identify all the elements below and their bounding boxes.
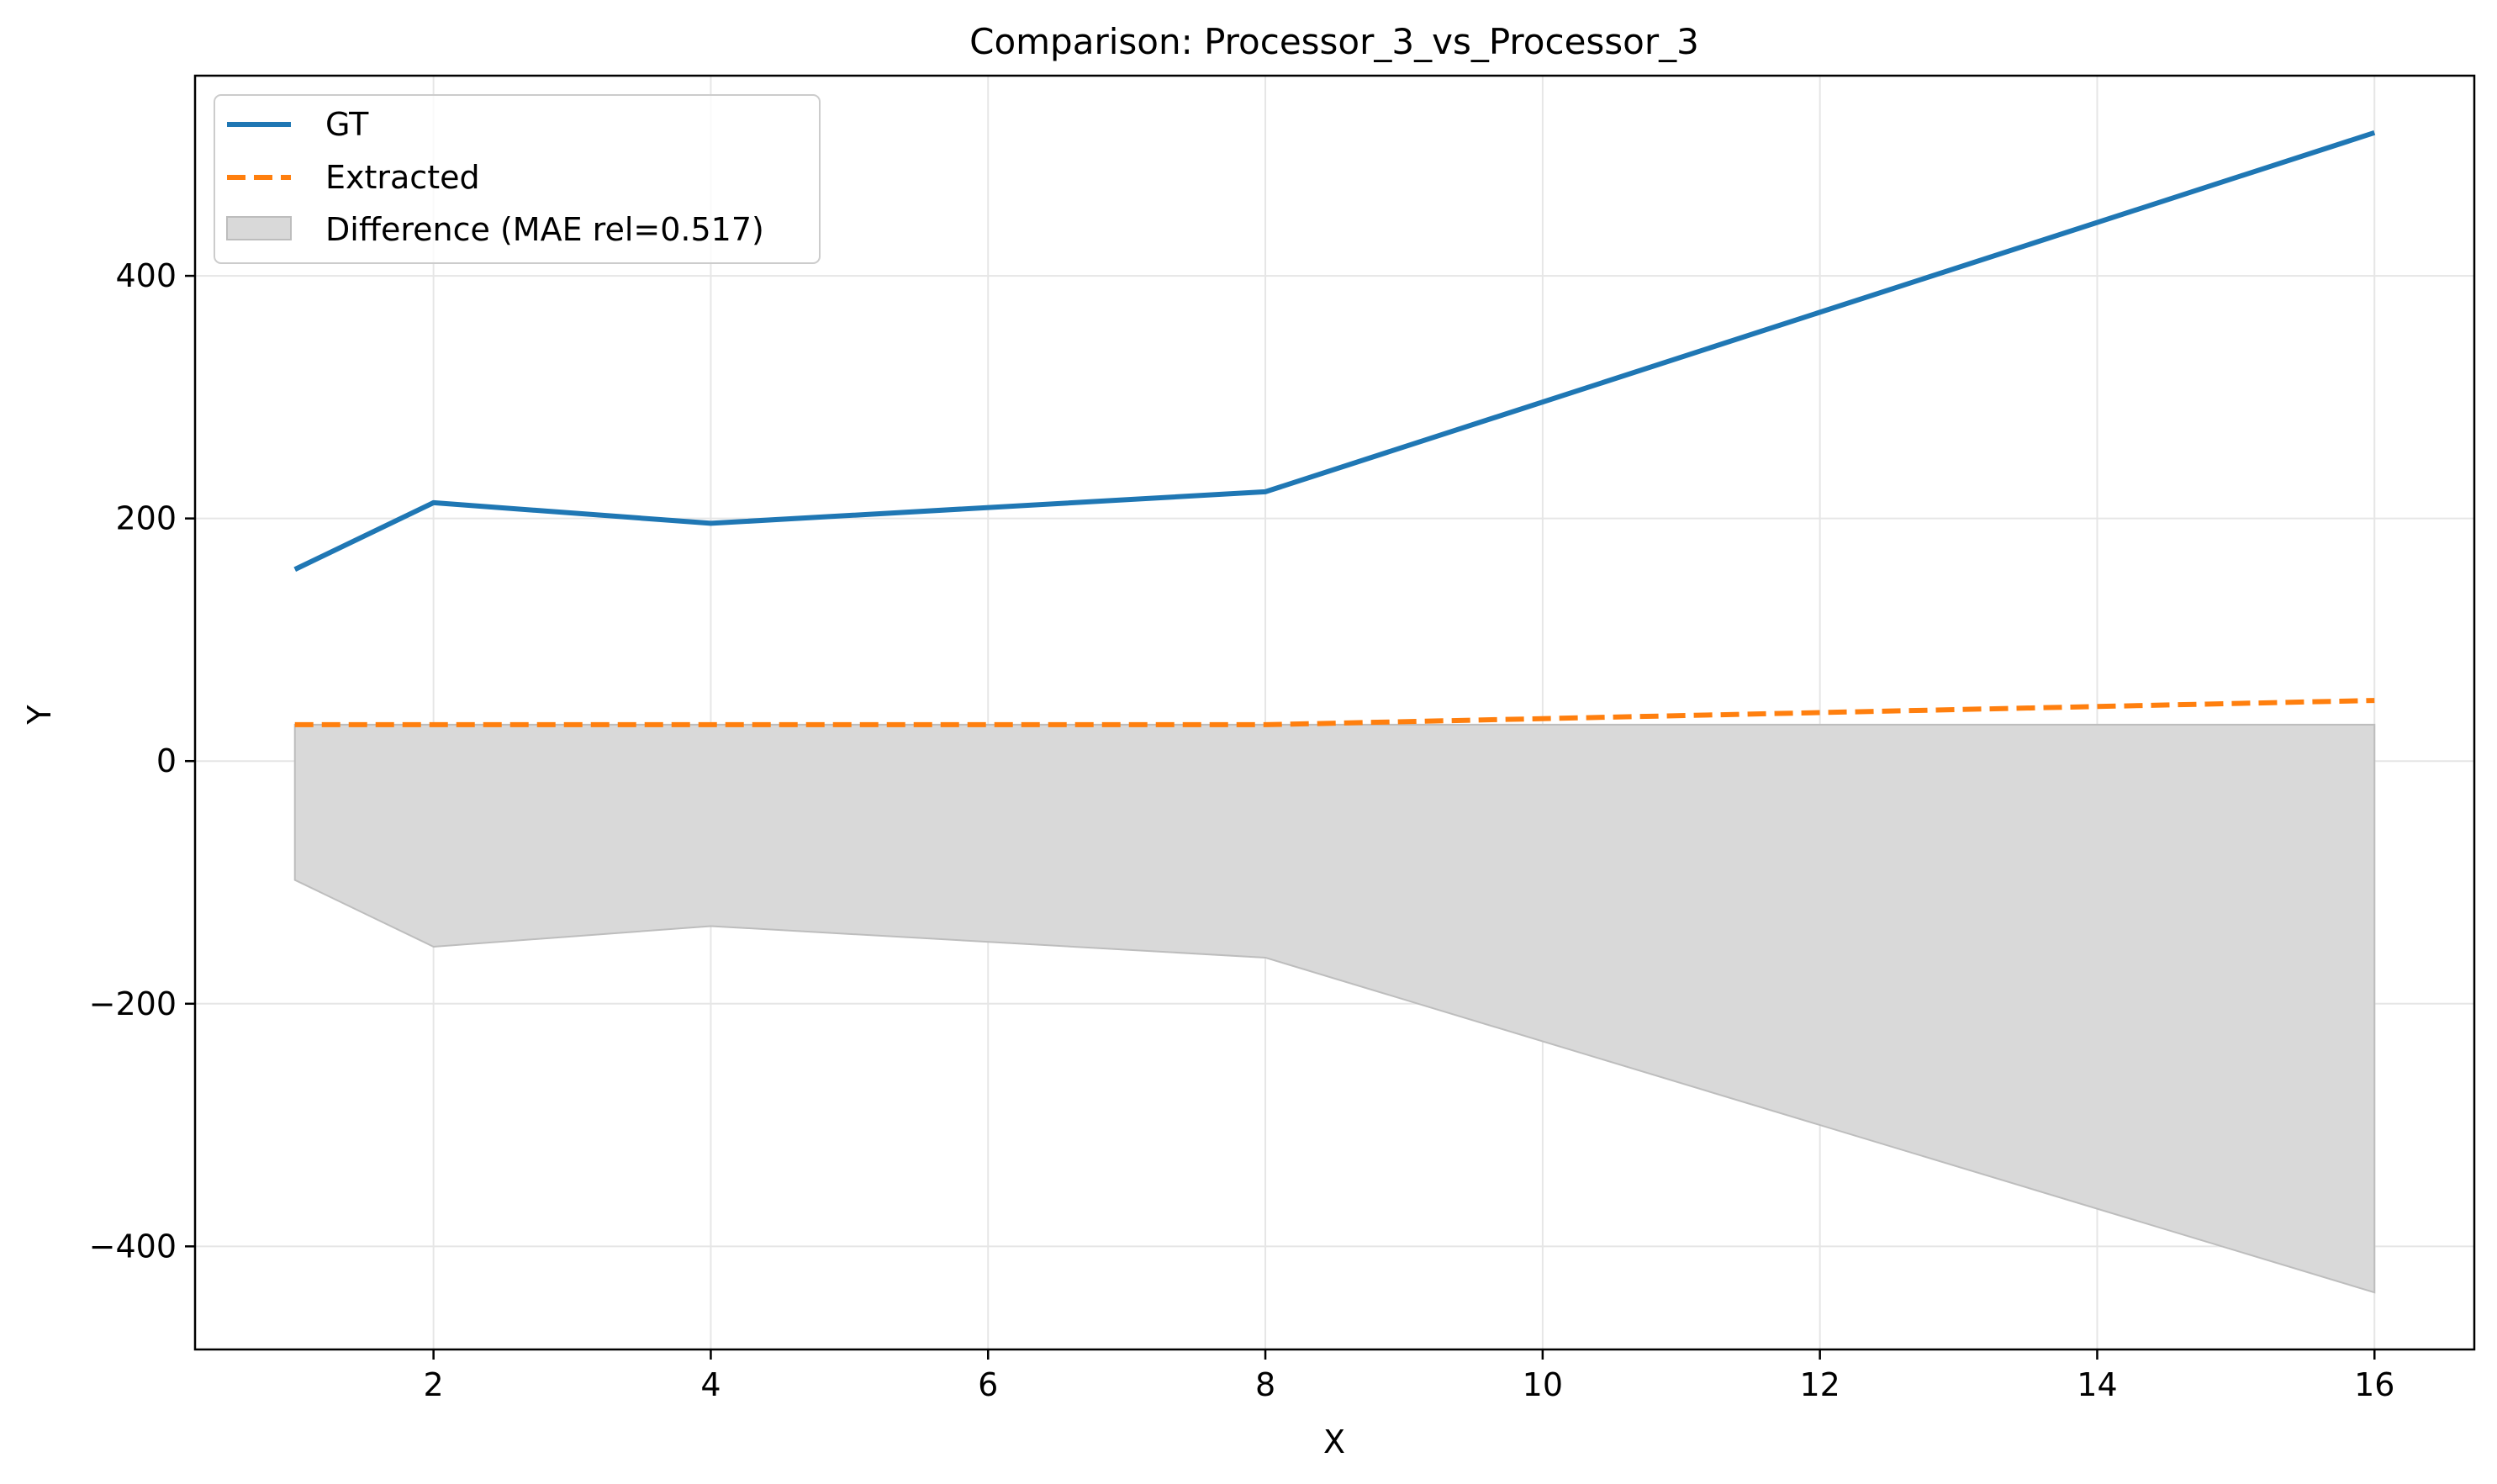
- legend-difference-swatch: [226, 216, 292, 240]
- legend-gt-label: GT: [325, 106, 369, 143]
- legend-box: [214, 94, 821, 264]
- y-tick-label: 200: [115, 500, 177, 537]
- x-tick-label: 14: [2077, 1366, 2117, 1403]
- x-tick-label: 8: [1255, 1366, 1275, 1403]
- x-tick-label: 4: [700, 1366, 721, 1403]
- x-tick-label: 6: [978, 1366, 998, 1403]
- y-tick-label: −400: [89, 1228, 177, 1265]
- plot-frame: [193, 74, 2476, 1351]
- y-tick-label: 400: [115, 257, 177, 294]
- y-axis-label: Y: [21, 705, 58, 726]
- y-tick-label: −200: [89, 985, 177, 1022]
- y-tick-label: 0: [156, 742, 177, 779]
- series-line-extracted: [294, 698, 2375, 727]
- y-axis: −400 −200 0 200 400: [89, 257, 195, 1265]
- x-axis-label: X: [1323, 1423, 1345, 1460]
- x-tick-label: 16: [2354, 1366, 2394, 1403]
- x-tick-label: 2: [424, 1366, 444, 1403]
- x-axis: 2 4 6 8 10 12 14 16: [424, 1349, 2394, 1403]
- legend: GT Extracted Difference (MAE rel=0.517): [214, 94, 821, 264]
- x-tick-label: 10: [1523, 1366, 1563, 1403]
- series-line-gt: [293, 129, 2376, 572]
- x-tick-label: 12: [1799, 1366, 1840, 1403]
- chart-title: Comparison: Processor_3_vs_Processor_3: [969, 21, 1699, 62]
- series-layer: [293, 129, 2376, 727]
- legend-difference-label: Difference (MAE rel=0.517): [325, 211, 764, 248]
- legend-extracted-label: Extracted: [325, 159, 480, 196]
